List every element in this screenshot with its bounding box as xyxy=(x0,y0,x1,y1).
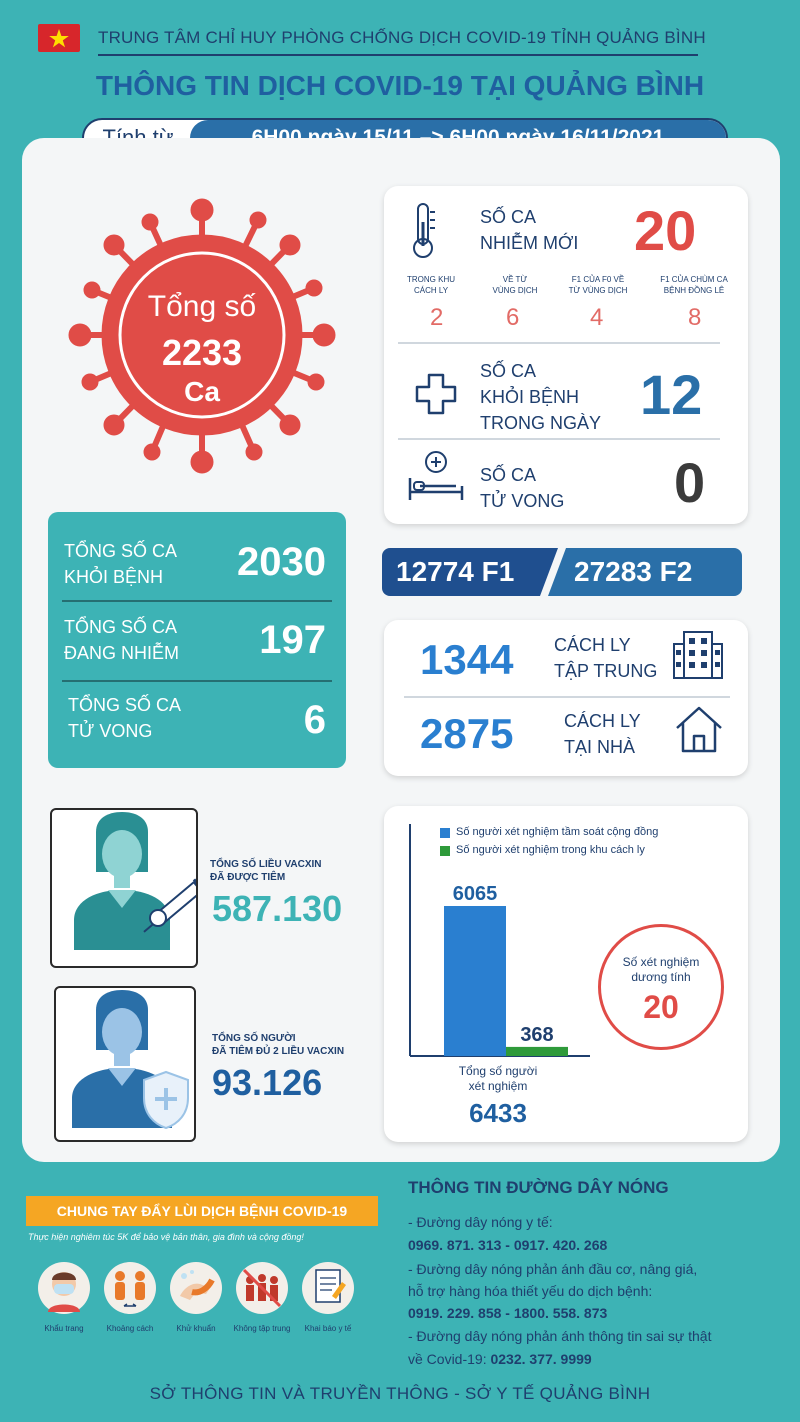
recovered-label-3: TRONG NGÀY xyxy=(480,413,602,433)
total-unit: Ca xyxy=(184,376,220,407)
medical-cross-icon xyxy=(415,373,457,415)
hotline-number[interactable]: 0232. 377. 9999 xyxy=(490,1351,592,1367)
deaths-label-1: SỐ CA xyxy=(480,465,537,485)
breakdown-value: 4 xyxy=(590,304,604,331)
divider xyxy=(398,438,720,440)
organization-name: TRUNG TÂM CHỈ HUY PHÒNG CHỐNG DỊCH COVID… xyxy=(98,28,706,47)
daily-stats-card: SỐ CA NHIỄM MỚI 20 TRONG KHU CÁCH LY VỀ T… xyxy=(384,186,748,524)
bar xyxy=(444,906,506,1056)
vaccine-full-value: 93.126 xyxy=(212,1062,323,1103)
home-quarantine-label: CÁCH LY TẠI NHÀ xyxy=(564,711,641,757)
totals-card: TỔNG SỐ CA KHỎI BỆNH 2030 TỔNG SỐ CA ĐANG … xyxy=(48,512,346,768)
home-quarantine-value: 2875 xyxy=(420,710,514,757)
total-tests-value: 6433 xyxy=(469,1098,527,1128)
legend-label: Số người xét nghiệm tầm soát cộng đồng xyxy=(456,826,659,838)
hotline-numbers[interactable]: 0969. 871. 313 - 0917. 420. 268 xyxy=(408,1237,608,1253)
footer-credit: SỞ THÔNG TIN VÀ TRUYỀN THÔNG - SỞ Y TẾ Q… xyxy=(149,1384,651,1403)
new-cases-label-2: NHIỄM MỚI xyxy=(480,233,579,253)
hotline-numbers[interactable]: 0919. 229. 858 - 1800. 558. 873 xyxy=(408,1305,608,1321)
recovered-label-1: SỐ CA xyxy=(480,361,537,381)
no-gathering-icon xyxy=(236,1262,288,1314)
campaign-icon-label: Khai báo y tế xyxy=(304,1324,352,1333)
deaths-label-2: TỬ VONG xyxy=(480,491,565,511)
hotline-line: hỗ trợ hàng hóa thiết yếu do dịch bệnh: xyxy=(408,1283,653,1299)
recovered-value: 12 xyxy=(640,363,703,426)
vaccine-doses-value: 587.130 xyxy=(212,888,343,929)
campaign-icon-label: Khoảng cách xyxy=(106,1324,154,1333)
divider xyxy=(98,54,698,56)
breakdown-label: F1 CỦA F0 VỀ TỪ VÙNG DỊCH xyxy=(568,275,628,295)
total-tests-label: Tổng số người xét nghiệm xyxy=(458,1064,538,1093)
contacts-bar: 12774 F1 27283 F2 xyxy=(382,548,742,596)
recovered-label-2: KHỎI BỆNH xyxy=(480,387,580,407)
hotline-line: - Đường dây nóng y tế: xyxy=(408,1214,553,1230)
testing-bar-chart: 6065 368 xyxy=(409,824,590,1057)
building-icon xyxy=(673,631,723,679)
positive-tests-value: 20 xyxy=(643,989,679,1025)
bar-value-label: 6065 xyxy=(453,883,498,905)
total-active-label: TỔNG SỐ CA ĐANG NHIỄM xyxy=(64,617,180,663)
legend-label: Số người xét nghiệm trong khu cách ly xyxy=(456,844,645,856)
mask-icon xyxy=(38,1262,90,1314)
divider xyxy=(62,680,332,682)
total-recovered-value: 2030 xyxy=(237,540,326,584)
divider xyxy=(404,696,730,698)
total-deaths-value: 6 xyxy=(303,698,326,742)
total-deaths-label: TỔNG SỐ CA TỬ VONG xyxy=(68,695,182,741)
house-icon xyxy=(676,706,722,753)
divider xyxy=(398,342,720,344)
total-cases-virus: Tổng số 2233 Ca xyxy=(62,190,342,480)
vaccine-full-label: TỔNG SỐ NGƯỜI ĐÃ TIÊM ĐỦ 2 LIỀU VACXIN xyxy=(212,1033,345,1057)
hotline-line: - Đường dây nóng phản ánh đầu cơ, nâng g… xyxy=(408,1261,698,1277)
legend-swatch xyxy=(440,846,450,856)
campaign-subtitle: Thực hiện nghiêm túc 5K để bảo vệ bản th… xyxy=(28,1232,304,1242)
f2-count: 27283 F2 xyxy=(574,556,693,587)
breakdown-value: 6 xyxy=(506,304,520,331)
new-cases-value: 20 xyxy=(634,199,697,262)
total-label: Tổng số xyxy=(147,290,257,323)
campaign-icon-label: Khẩu trang xyxy=(44,1324,84,1333)
centralized-quarantine-label: CÁCH LY TẬP TRUNG xyxy=(554,635,658,681)
f1-count: 12774 F1 xyxy=(396,556,515,587)
total-recovered-label: TỔNG SỐ CA KHỎI BỆNH xyxy=(64,541,178,587)
total-value: 2233 xyxy=(161,332,243,373)
bar xyxy=(506,1046,568,1056)
page-title: THÔNG TIN DỊCH COVID-19 TẠI QUẢNG BÌNH xyxy=(95,70,705,101)
positive-tests-circle: Số xét nghiệm dương tính 20 xyxy=(598,924,724,1050)
bar-value-label: 368 xyxy=(520,1024,553,1046)
hotline-line: - Đường dây nóng phản ánh thông tin sai … xyxy=(408,1328,712,1344)
vaccine-doses-label: TỔNG SỐ LIỀU VACXIN ĐÃ ĐƯỢC TIÊM xyxy=(210,859,322,883)
testing-card: Số người xét nghiệm tầm soát cộng đồng S… xyxy=(384,806,748,1142)
vietnam-flag-icon xyxy=(38,24,80,52)
campaign-icon-label: Không tập trung xyxy=(233,1324,291,1333)
deaths-value: 0 xyxy=(674,451,706,514)
breakdown-value: 8 xyxy=(688,304,702,331)
health-declaration-icon xyxy=(302,1262,354,1314)
hotline-title: THÔNG TIN ĐƯỜNG DÂY NÓNG xyxy=(408,1178,669,1197)
vaccine-doses-card xyxy=(50,808,211,968)
positive-tests-label: Số xét nghiệm dương tính xyxy=(622,955,700,984)
nurse-syringe-icon xyxy=(74,812,211,950)
new-cases-label-1: SỐ CA xyxy=(480,207,537,227)
campaign-icon-label: Khử khuẩn xyxy=(176,1324,216,1333)
hotline-line: về Covid-19: 0232. 377. 9999 xyxy=(408,1351,592,1367)
quarantine-card: 1344 CÁCH LY TẬP TRUNG 2875 CÁCH LY TẠI NH… xyxy=(384,620,748,776)
centralized-quarantine-value: 1344 xyxy=(420,636,514,683)
breakdown-label: TRONG KHU CÁCH LY xyxy=(407,275,455,295)
person-shield-icon xyxy=(72,990,189,1130)
total-active-value: 197 xyxy=(259,618,326,662)
hand-wash-icon xyxy=(170,1262,222,1314)
divider xyxy=(62,600,332,602)
hospital-bed-icon xyxy=(408,451,464,500)
legend-swatch xyxy=(440,828,450,838)
thermometer-icon xyxy=(413,203,435,258)
virus-icon xyxy=(68,198,336,474)
distance-icon xyxy=(104,1262,156,1314)
breakdown-value: 2 xyxy=(430,304,444,331)
contacts-bar-shape xyxy=(382,548,742,596)
campaign-title: CHUNG TAY ĐẨY LÙI DỊCH BỆNH COVID-19 xyxy=(26,1196,378,1226)
breakdown-label: F1 CỦA CHÙM CA BỆNH ĐỒNG LÊ xyxy=(660,275,728,295)
vaccine-full-card xyxy=(54,986,196,1142)
breakdown-label: VỀ TỪ VÙNG DỊCH xyxy=(492,275,538,295)
